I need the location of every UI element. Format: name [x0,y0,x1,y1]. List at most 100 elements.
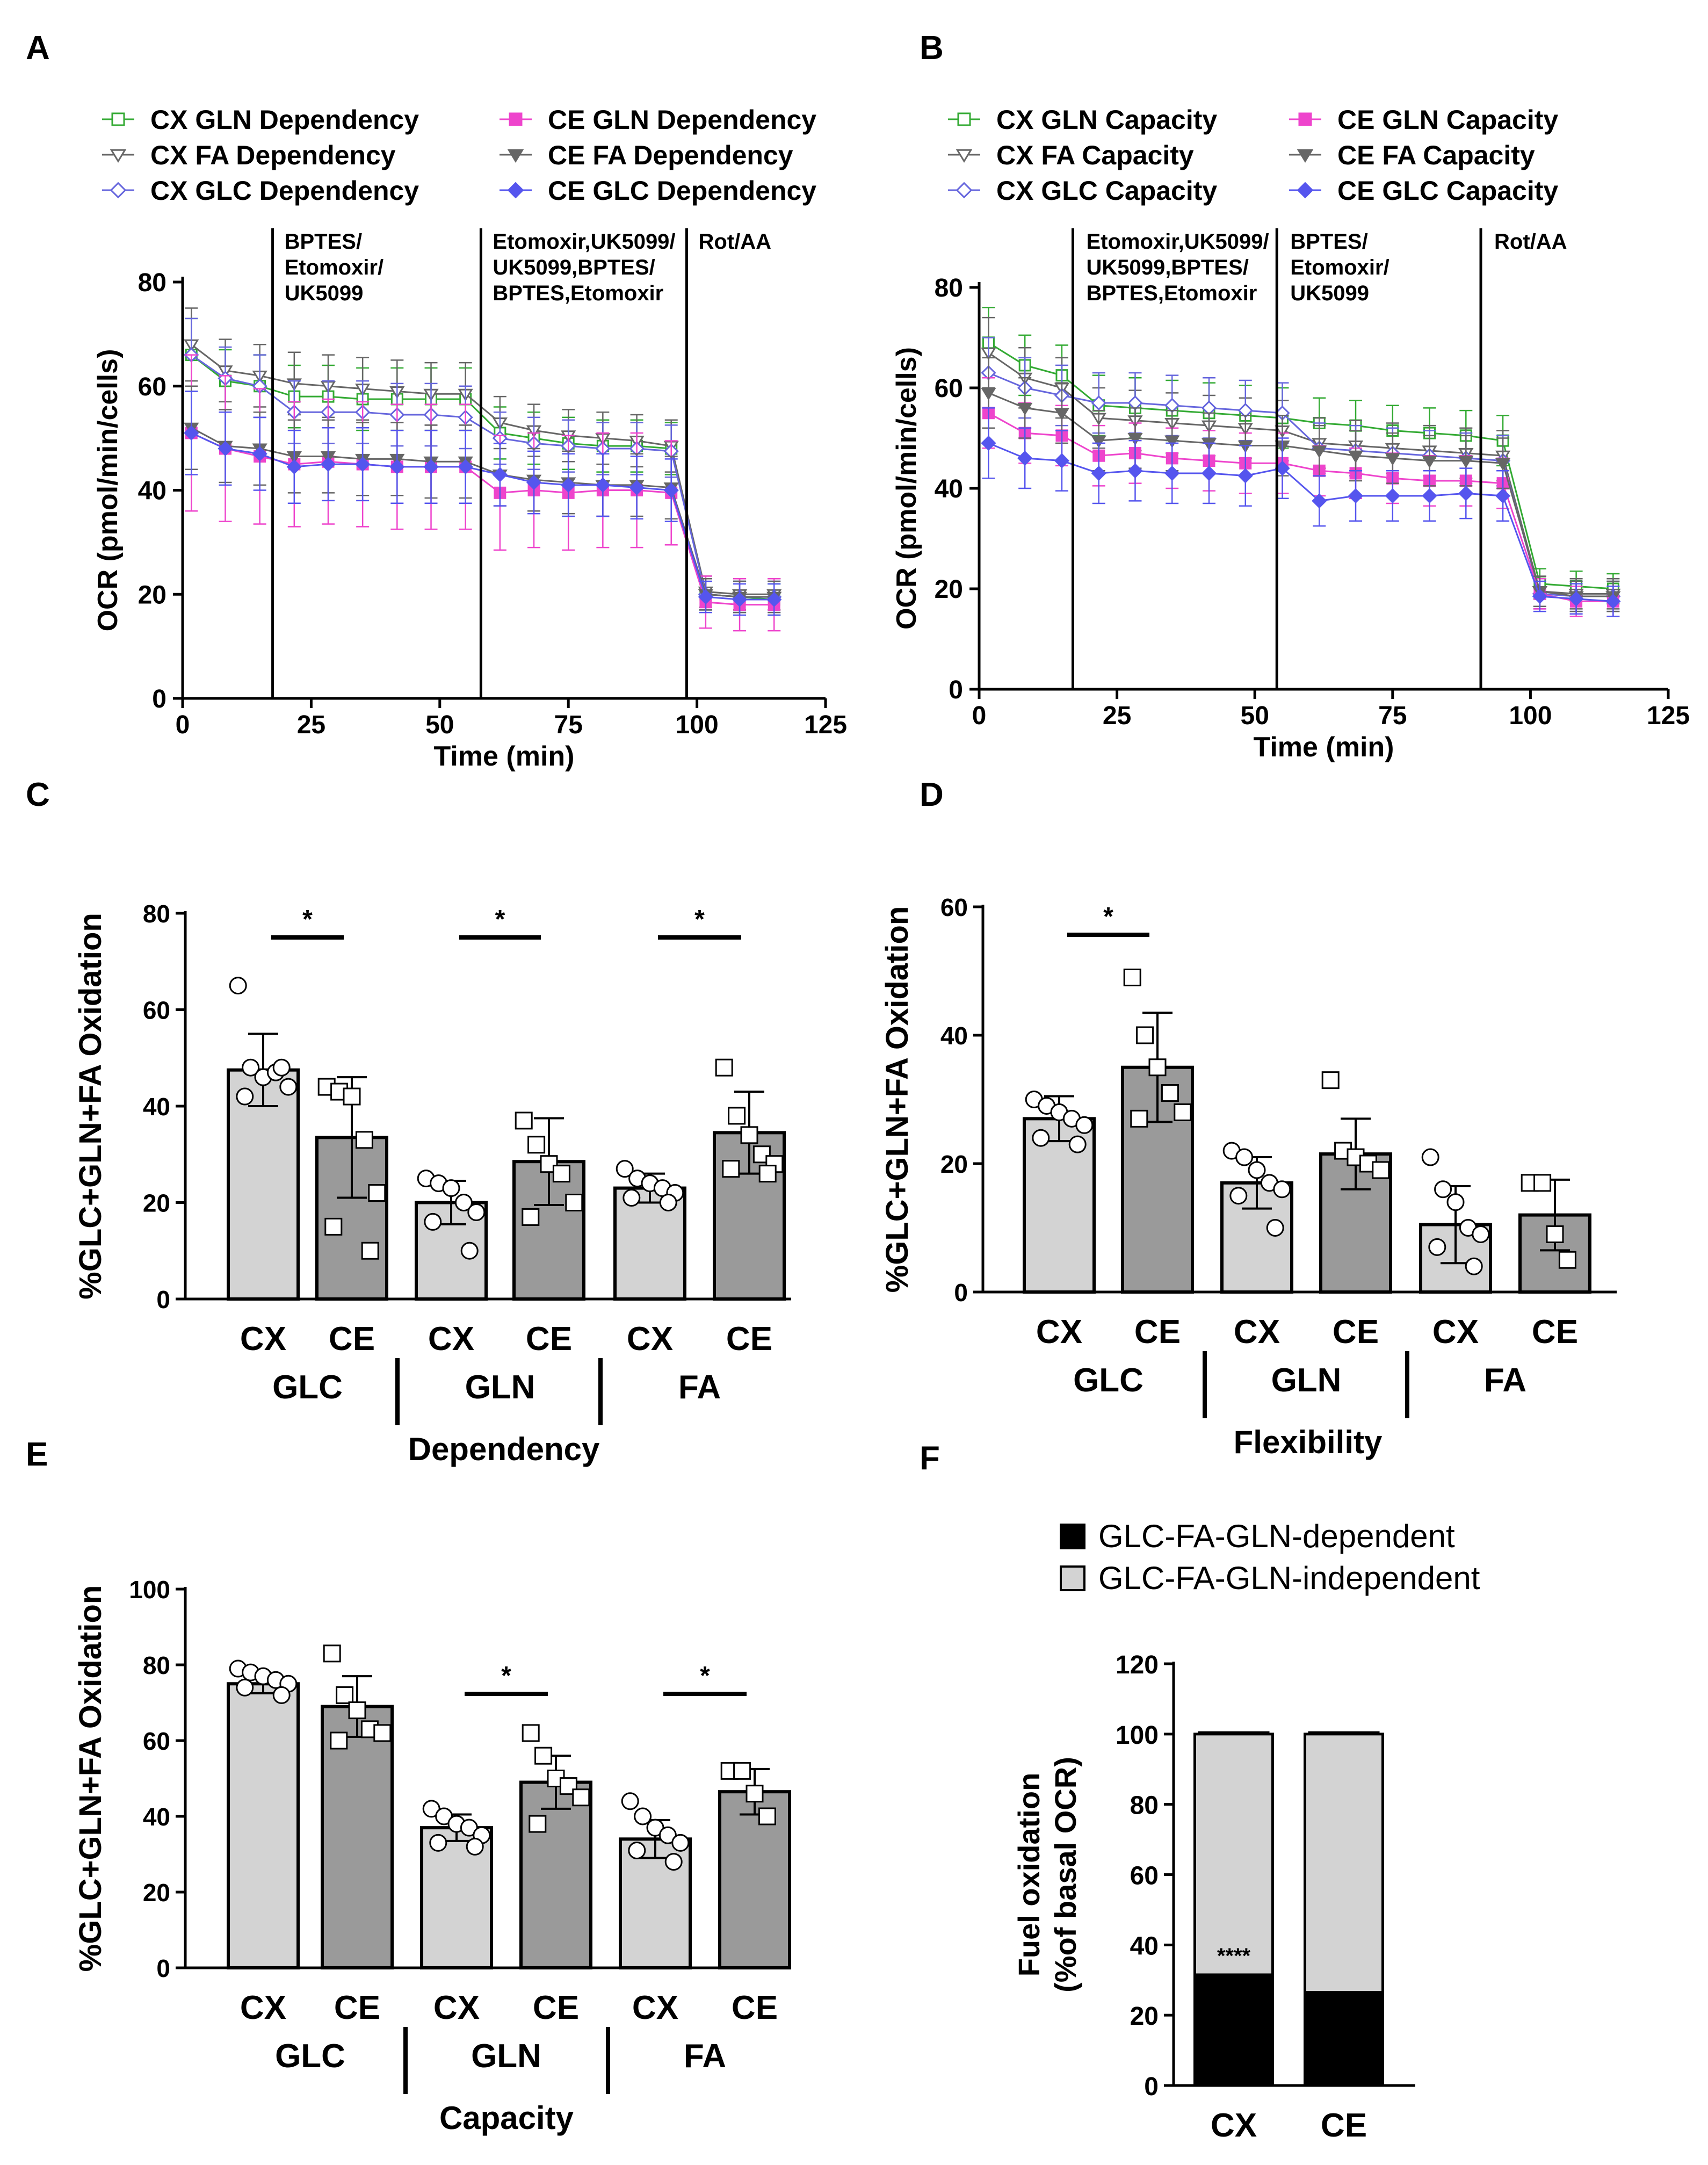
chart-panel-b: CX GLN Capacity CX FA Capacity CX GLC Capa… [891,105,1690,763]
data-point [330,1731,348,1750]
group-label: GLC [1073,1362,1144,1399]
data-point [1546,1225,1564,1243]
data-point [1428,1238,1446,1256]
data-point [1372,1161,1390,1179]
stacked-bar-segment [1304,1733,1384,1994]
x-axis-title: Dependency [408,1431,600,1467]
y-tick-label: 40 [1130,1932,1159,1960]
data-point [1568,591,1584,607]
category-label: CX [428,1320,474,1358]
y-tick-label: 20 [138,581,167,609]
legend-label: CX GLC Dependency [150,176,419,206]
chart-panel-f: GLC-FA-GLN-dependent GLC-FA-GLN-independe… [1012,1518,1480,2144]
data-point [595,477,611,493]
panel-label-b: B [920,30,944,67]
chart-panel-c: * * * 0 20 40 60 80 CX CE CX CE CX CE GLC GLN FA Dependen… [73,900,791,1467]
y-tick-label: 80 [138,269,167,297]
category-label: CE [526,1320,572,1358]
y-tick-label: 60 [1130,1862,1159,1890]
data-point [252,446,267,461]
x-axis-title: Time (min) [1254,732,1394,763]
data-point [1446,1193,1465,1211]
group-label: GLN [471,2038,541,2075]
category-label: CE [1333,1314,1379,1351]
legend-marker [507,182,524,199]
data-point [467,1203,486,1221]
legend-label: CX GLC Capacity [996,176,1217,206]
bar [519,1780,592,1970]
data-point [522,1208,540,1226]
significance-label: * [1103,903,1113,931]
data-point [634,1807,652,1825]
injection-label: Etomoxir,UK5099/ [493,230,675,254]
y-tick-label: 20 [143,1879,170,1907]
data-point [1348,450,1364,464]
injection-label: Etomoxir/ [1290,256,1389,279]
category-label: CX [1234,1314,1280,1351]
x-tick-label: 75 [554,711,583,739]
y-tick-label: 0 [156,1286,170,1314]
category-label: CX [433,1989,480,2026]
y-tick-label: 20 [143,1189,170,1217]
data-point [1421,1148,1439,1166]
data-point [766,591,782,608]
data-point [1495,488,1511,504]
y-axis-title: OCR (pmol/min/cells) [891,347,922,630]
data-point [323,1644,341,1663]
data-point [343,1087,361,1106]
data-point [732,591,748,608]
data-point [1127,433,1143,446]
data-point [389,459,405,475]
stacked-bar-segment [1193,1733,1274,1976]
data-point [320,456,336,472]
category-label: CX [240,1320,286,1358]
data-point [355,456,371,472]
data-point [1091,435,1106,449]
category-label: CE [732,1989,778,2026]
data-point [1164,435,1180,449]
legend-label: CX FA Capacity [996,140,1194,170]
data-point [628,1841,646,1859]
data-point [527,1136,546,1154]
legend-label: CX FA Dependency [150,140,396,170]
y-axis-title: Fuel oxidation [1012,1773,1046,1977]
legend-marker [956,149,973,163]
category-label: CE [1134,1314,1181,1351]
panel-label-c: C [26,776,50,813]
significance-label: * [700,1662,710,1690]
data-point [368,1184,386,1202]
data-point [565,1194,583,1211]
data-point [218,441,233,457]
data-point [552,1165,570,1183]
legend-swatch [1060,1524,1085,1549]
data-point [1422,456,1437,468]
legend-label: CE GLC Capacity [1337,176,1558,206]
data-point [1266,1219,1284,1237]
series-line [988,442,1613,602]
stacked-bar-segment [1304,1991,1384,2087]
group-label: FA [684,2038,726,2075]
x-tick-label: 125 [804,711,847,739]
category-label: CX [1211,2107,1257,2144]
data-point [1017,450,1033,466]
data-point [1434,1180,1452,1199]
data-point [1161,1084,1179,1102]
legend-label: CE GLN Capacity [1337,105,1558,135]
data-point [728,1107,746,1125]
bar [227,1682,300,1969]
injection-label: BPTES,Etomoxir [493,282,663,305]
legend-label: CE GLN Dependency [548,105,816,135]
data-point [1229,1187,1248,1205]
data-point [1605,594,1621,609]
data-point [1032,1129,1050,1147]
data-point [236,1087,254,1106]
data-point [1348,488,1364,504]
y-axis-title: %GLC+GLN+FA Oxidation [880,906,915,1293]
data-point [1091,395,1106,411]
data-point [616,1160,634,1178]
y-tick-label: 40 [940,1022,968,1050]
data-point [373,1724,392,1742]
panel-label-a: A [26,30,50,67]
data-point [236,1678,254,1697]
data-point [1495,458,1511,471]
